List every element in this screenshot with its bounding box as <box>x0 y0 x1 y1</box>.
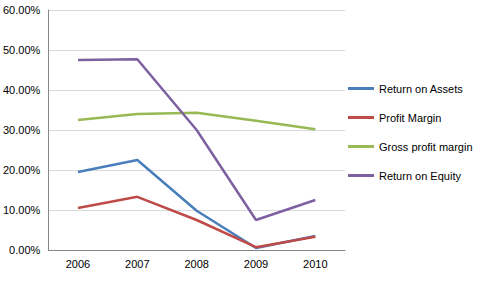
svg-text:10.00%: 10.00% <box>3 204 41 216</box>
svg-text:Profit Margin: Profit Margin <box>379 112 441 124</box>
svg-text:2010: 2010 <box>303 258 327 270</box>
svg-text:40.00%: 40.00% <box>3 84 41 96</box>
svg-text:Return on Assets: Return on Assets <box>379 83 463 95</box>
svg-text:30.00%: 30.00% <box>3 124 41 136</box>
svg-text:Return on Equity: Return on Equity <box>379 170 461 182</box>
svg-text:20.00%: 20.00% <box>3 164 41 176</box>
svg-text:2007: 2007 <box>125 258 149 270</box>
svg-text:60.00%: 60.00% <box>3 4 41 16</box>
svg-text:2008: 2008 <box>184 258 208 270</box>
svg-text:2009: 2009 <box>244 258 268 270</box>
svg-text:50.00%: 50.00% <box>3 44 41 56</box>
svg-text:2006: 2006 <box>66 258 90 270</box>
svg-text:Gross profit margin: Gross profit margin <box>379 141 473 153</box>
svg-text:0.00%: 0.00% <box>9 244 40 256</box>
